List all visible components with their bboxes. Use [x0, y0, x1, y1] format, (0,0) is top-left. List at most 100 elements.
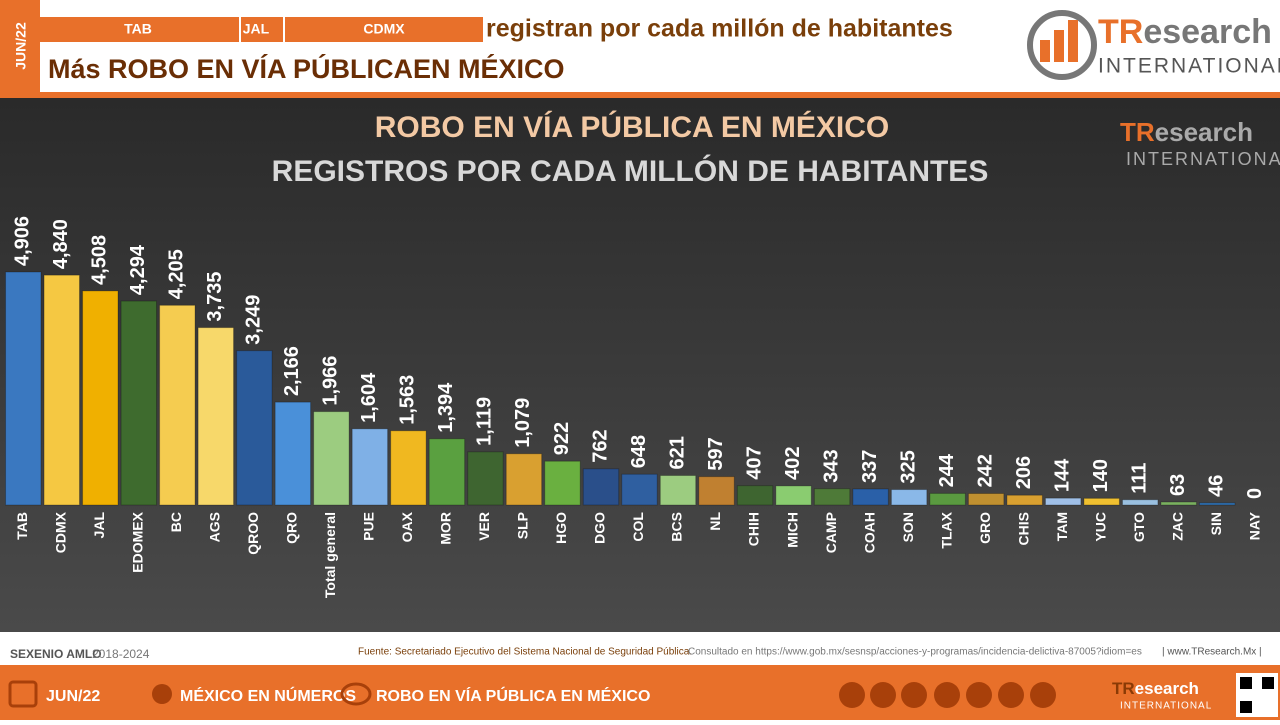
linkedin-icon[interactable] [998, 682, 1024, 708]
source: Fuente: Secretariado Ejecutivo del Siste… [358, 647, 692, 658]
twitter-icon[interactable] [934, 682, 960, 708]
bar [1160, 501, 1197, 506]
value-label: 4,294 [127, 244, 149, 295]
bar [274, 401, 312, 506]
logo-icon [1054, 30, 1064, 62]
value-label: 648 [628, 435, 650, 468]
x-tick-label: TLAX [938, 511, 954, 548]
watermark-logo: TResearch [1120, 117, 1253, 147]
bar [621, 473, 658, 506]
value-label: 140 [1090, 459, 1112, 492]
bar [929, 492, 966, 506]
bar [852, 488, 889, 506]
value-label: 3,735 [204, 272, 226, 322]
bar [582, 468, 620, 506]
x-tick-label: OAX [399, 511, 415, 542]
bar [698, 476, 735, 506]
bar [236, 350, 273, 506]
x-tick-label: COAH [861, 512, 877, 553]
phone-icon[interactable] [870, 682, 896, 708]
x-tick-label: HGO [553, 512, 569, 544]
value-label: 1,079 [512, 398, 534, 448]
value-label: 111 [1128, 463, 1150, 494]
bar [736, 485, 774, 506]
consulted: Consultado en https://www.gob.mx/sesnsp/… [688, 647, 1142, 658]
qr-code-corner [1262, 677, 1274, 689]
youtube-icon[interactable] [1030, 682, 1056, 708]
nav-bar [0, 665, 1280, 720]
logo-tagline: INTERNATIONAL [1098, 55, 1280, 78]
tab-bar [40, 17, 483, 42]
bar [1199, 502, 1236, 506]
value-label: 206 [1013, 456, 1035, 489]
x-tick-label: EDOMEX [130, 511, 146, 572]
bar [1044, 497, 1082, 506]
logo-prefix: TR [1098, 13, 1143, 51]
value-label: 1,394 [435, 382, 457, 433]
value-label: 3,249 [243, 295, 265, 345]
x-tick-label: SIN [1208, 512, 1224, 535]
web-icon[interactable] [839, 682, 865, 708]
x-tick-label: Total general [322, 512, 338, 598]
value-label: 242 [974, 454, 996, 487]
x-tick-label: PUE [361, 512, 377, 541]
value-label: 343 [820, 449, 842, 482]
value-label: 407 [743, 446, 765, 479]
x-tick-label: VER [476, 512, 492, 541]
map-icon [152, 684, 172, 704]
bar [120, 300, 158, 506]
bar [544, 460, 581, 506]
value-label: 1,604 [358, 372, 380, 423]
x-tick-label: SLP [515, 512, 531, 539]
bar [197, 327, 235, 506]
bar [313, 411, 350, 506]
bar [967, 493, 1005, 506]
nav-date[interactable]: JUN/22 [46, 688, 100, 705]
value-label: 2,166 [281, 346, 303, 396]
value-label: 46 [1206, 475, 1228, 497]
value-label: 762 [589, 429, 611, 462]
bar [1006, 494, 1043, 506]
bar [428, 438, 466, 506]
value-label: 1,119 [474, 397, 496, 446]
nav-logo: TResearch [1112, 679, 1199, 698]
logo-suffix: esearch [1155, 117, 1253, 147]
value-label: 621 [666, 436, 688, 469]
tab: TAB [124, 21, 152, 37]
nav-section[interactable]: MÉXICO EN NÚMEROS [180, 686, 356, 705]
chart-title: ROBO EN VÍA PÚBLICA EN MÉXICO [375, 110, 889, 144]
header-subtitle: registran por cada millón de habitantes [486, 15, 953, 43]
nav-tagline: INTERNATIONAL [1120, 701, 1212, 712]
value-label: 1,563 [397, 375, 419, 425]
tab: JAL [243, 21, 270, 37]
x-tick-label: CAMP [823, 512, 839, 553]
bar [351, 428, 389, 506]
x-tick-label: ZAC [1169, 512, 1185, 541]
logo-icon [1068, 20, 1078, 62]
x-tick-label: YUC [1092, 512, 1108, 542]
bar [5, 271, 42, 506]
x-tick-label: DGO [592, 512, 608, 544]
bar [1083, 497, 1120, 506]
x-tick-label: BC [168, 512, 184, 532]
value-label: 1,966 [320, 356, 342, 406]
x-tick-label: QRO [284, 512, 300, 544]
logo-prefix: TR [1112, 679, 1135, 698]
value-label: 597 [705, 437, 727, 470]
x-tick-label: GTO [1131, 512, 1147, 542]
watermark-tagline: INTERNATIONAL [1126, 149, 1280, 169]
x-tick-label: SON [900, 512, 916, 542]
x-tick-label: AGS [207, 512, 223, 542]
x-tick-label: QROO [245, 512, 261, 555]
chart-subtitle: REGISTROS POR CADA MILLÓN DE HABITANTES [272, 154, 989, 188]
chat-icon [340, 682, 372, 706]
x-tick-label: CHIH [746, 512, 762, 546]
logo-suffix: esearch [1143, 13, 1272, 51]
bar-chart: 4,906 TAB 4,840 CDMX 4,508 JAL 4,294 EDOMEX 4,20… [5, 216, 1266, 598]
x-tick-label: CDMX [52, 511, 68, 553]
facebook-icon[interactable] [966, 682, 992, 708]
nav-topic[interactable]: ROBO EN VÍA PÚBLICA EN MÉXICO [376, 686, 650, 705]
mail-icon[interactable] [901, 682, 927, 708]
bar [890, 489, 928, 506]
